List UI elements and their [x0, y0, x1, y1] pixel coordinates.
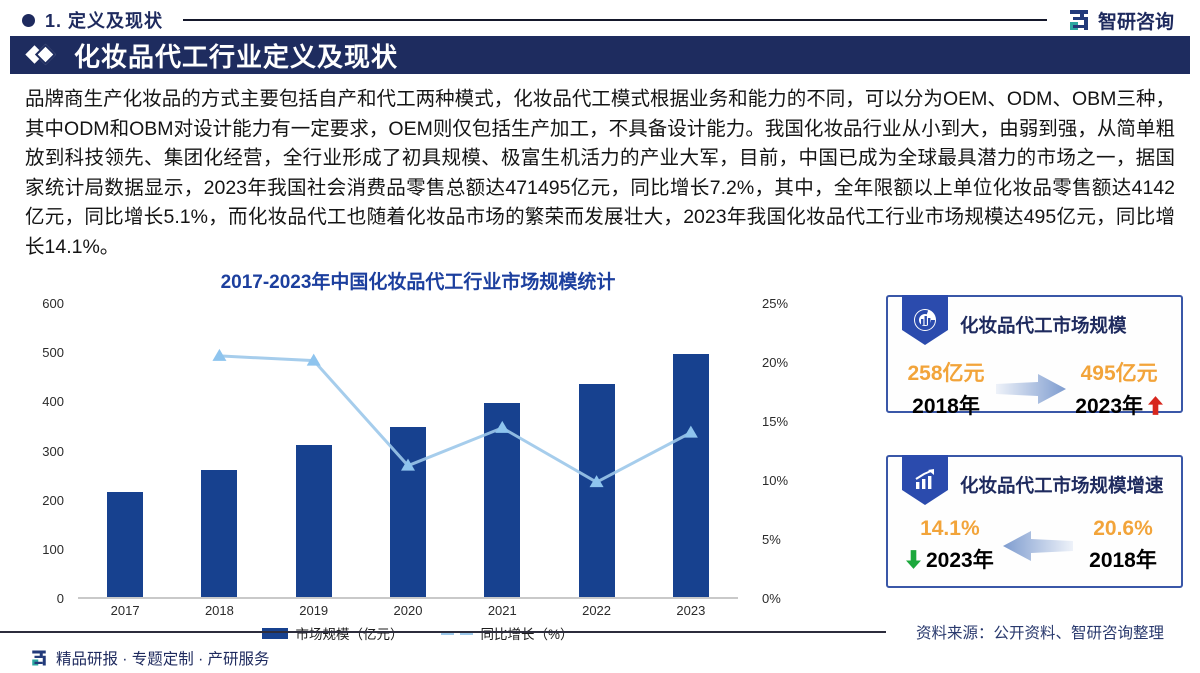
x-axis-labels: 2017 2018 2019 2020 2021 2022 2023 [78, 603, 738, 621]
card-body: 258亿元 2018年 495亿元 2023年 [888, 345, 1181, 420]
line-marker [212, 348, 227, 361]
growth-line-layer [212, 348, 698, 488]
stat-year: 2023年 [906, 544, 994, 574]
stat-card-growth-rate: 化妆品代工市场规模增速 14.1% 2023年 [886, 455, 1183, 588]
stat-year-label: 2018年 [912, 395, 980, 418]
stat-year: 2018年 [1083, 544, 1163, 574]
line-marker [401, 458, 415, 471]
right-y-tick-20: 20% [762, 355, 789, 370]
banner-title: 化妆品代工行业定义及现状 [74, 41, 399, 72]
footer-top-row: 资料来源：公开资料、智研咨询整理 [0, 624, 1200, 642]
legend-label: 市场规模（亿元） [295, 627, 404, 642]
zhiyan-logo-icon [1069, 10, 1088, 30]
line-marker [306, 353, 321, 366]
brand-logo: 智研咨询 [1067, 7, 1174, 34]
right-y-tick-5: 5% [762, 532, 781, 547]
content-row: 2017-2023年中国化妆品代工行业市场规模统计 0 100 200 300 400 5… [0, 267, 1200, 643]
side-panel: 化妆品代工市场规模 258亿元 2018年 495亿元 [880, 267, 1200, 643]
stat-value: 495亿元 [1080, 362, 1158, 385]
line-marker [589, 475, 604, 488]
bullet-dot-icon [22, 13, 35, 27]
stat-year-label: 2018年 [1089, 549, 1157, 572]
x-tick-2022: 2022 [582, 603, 612, 618]
header-divider-line [183, 19, 1047, 21]
body-paragraph: 品牌商生产化妆品的方式主要包括自产和代工两种模式，化妆品代工模式根据业务和能力的… [25, 88, 1175, 258]
stat-year-label: 2023年 [926, 549, 994, 572]
source-note: 资料来源：公开资料、智研咨询整理 [916, 625, 1165, 642]
x-tick-2017: 2017 [110, 603, 140, 618]
x-tick-2021: 2021 [487, 603, 517, 618]
right-y-tick-10: 10% [762, 473, 789, 488]
x-tick-2018: 2018 [204, 603, 234, 618]
bar-2018 [201, 470, 238, 597]
top-header: 1. 定义及现状 智研咨询 [0, 0, 1200, 34]
left-y-tick-0: 0 [56, 591, 64, 606]
card-body: 14.1% 2023年 20.6% [888, 505, 1181, 574]
left-y-tick-100: 100 [42, 541, 64, 557]
stat-value: 258亿元 [907, 362, 985, 385]
left-y-axis: 0 100 200 300 400 500 600 [28, 296, 68, 606]
bar-2020 [390, 427, 426, 597]
footer-brand-text: 精品研报 · 专题定制 · 产研服务 [56, 651, 270, 668]
right-y-tick-25: 25% [762, 296, 789, 311]
bar-2019 [295, 444, 332, 597]
left-y-tick-400: 400 [42, 394, 64, 410]
stat-card-market-size: 化妆品代工市场规模 258亿元 2018年 495亿元 [886, 295, 1183, 418]
up-arrow-red-icon [1148, 395, 1163, 415]
card-header: 化妆品代工市场规模 [888, 295, 1181, 345]
bar-2017 [107, 491, 144, 597]
footer: 资料来源：公开资料、智研咨询整理 精品研报 · 专题定制 · 产研服务 [0, 624, 1200, 669]
stat-year: 2023年 [1075, 390, 1163, 420]
footer-divider-line [0, 631, 886, 633]
stat-value: 14.1% [920, 517, 980, 540]
legend-item-line-series: 同比增长（%） [441, 623, 574, 643]
card-header: 化妆品代工市场规模增速 [888, 455, 1181, 505]
left-y-tick-500: 500 [42, 345, 64, 361]
card-title: 化妆品代工市场规模增速 [960, 475, 1164, 496]
stat-left: 14.1% 2023年 [906, 517, 994, 574]
chart-title: 2017-2023年中国化妆品代工行业市场规模统计 [220, 272, 616, 293]
left-y-tick-600: 600 [42, 296, 64, 311]
right-y-tick-15: 15% [762, 414, 789, 429]
footer-brand: 精品研报 · 专题定制 · 产研服务 [30, 647, 1200, 669]
section-banner: 化妆品代工行业定义及现状 [10, 36, 1190, 74]
stat-right: 20.6% 2018年 [1083, 517, 1163, 574]
right-y-axis: 0% 5% 10% 15% 20% 25% [756, 296, 816, 606]
brand-logo-text: 智研咨询 [1097, 11, 1174, 33]
legend-item-bar-series: 市场规模（亿元） [262, 623, 403, 643]
donut-chart-icon [902, 295, 948, 345]
bar-swatch-icon [262, 627, 289, 639]
left-y-tick-200: 200 [42, 492, 64, 508]
chart-area: 0 100 200 300 400 500 600 0% 5% 10% 15% 20% 25% 201… [28, 296, 828, 618]
section-title: 1. 定义及现状 [45, 11, 164, 31]
x-tick-2019: 2019 [299, 603, 329, 618]
chart-section: 2017-2023年中国化妆品代工行业市场规模统计 0 100 200 300 400 5… [28, 267, 866, 643]
stat-value: 20.6% [1093, 517, 1153, 540]
line-marker [495, 420, 510, 433]
stat-right: 495亿元 2023年 [1075, 357, 1163, 420]
stat-left: 258亿元 2018年 [906, 357, 986, 420]
chart-plot [78, 304, 738, 599]
growth-chart-icon [902, 455, 948, 505]
right-y-tick-0: 0% [762, 591, 781, 606]
legend-label: 同比增长（%） [480, 627, 574, 642]
x-tick-2020: 2020 [393, 603, 423, 618]
left-y-tick-300: 300 [42, 443, 64, 459]
chart-legend: 市场规模（亿元） 同比增长（%） [28, 623, 808, 643]
right-block-arrow-icon [995, 373, 1066, 404]
growth-line [219, 354, 692, 484]
bar-2022 [578, 383, 615, 597]
double-diamond-icon [25, 41, 64, 69]
stat-year-label: 2023年 [1075, 395, 1143, 418]
zhiyan-logo-icon [32, 650, 46, 666]
line-swatch-icon [441, 631, 474, 635]
card-title: 化妆品代工市场规模 [960, 315, 1127, 336]
down-arrow-green-icon [906, 549, 921, 569]
x-tick-2023: 2023 [676, 603, 706, 618]
bar-2023 [672, 353, 709, 597]
line-marker [683, 425, 698, 438]
stat-year: 2018年 [906, 390, 986, 420]
left-block-arrow-icon [1003, 530, 1074, 561]
